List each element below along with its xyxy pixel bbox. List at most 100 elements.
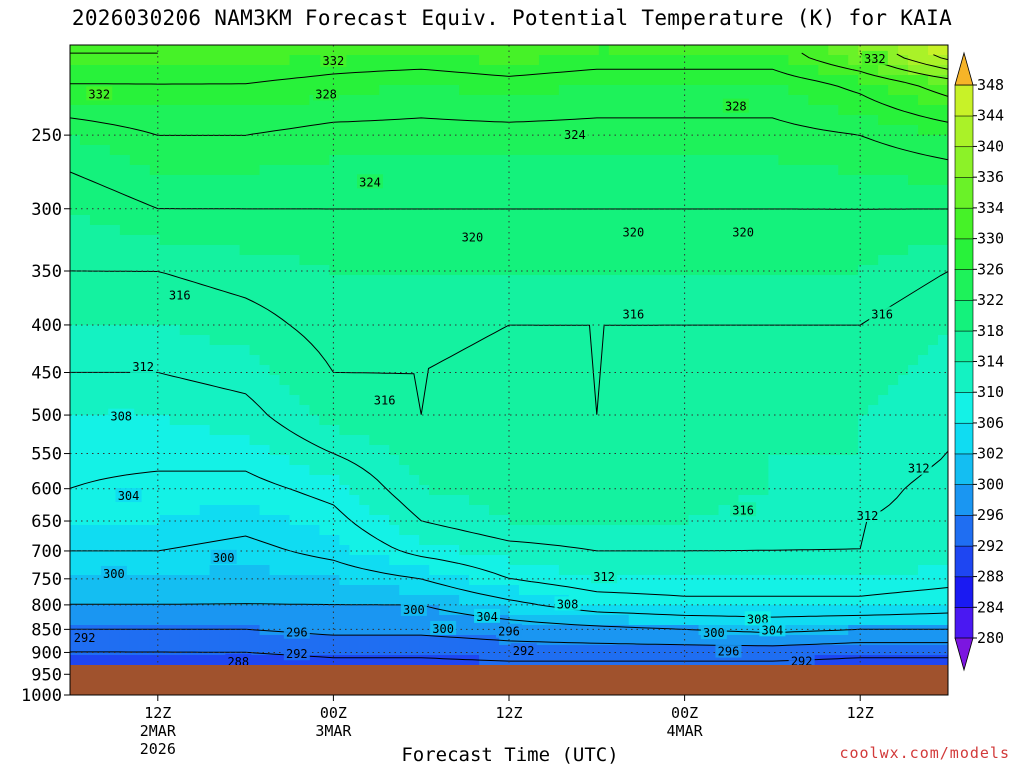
- field-cell: [628, 455, 640, 466]
- field-cell: [209, 175, 221, 186]
- field-cell: [878, 345, 889, 356]
- field-cell: [548, 375, 560, 386]
- field-cell: [329, 405, 340, 416]
- field-cell: [119, 455, 131, 466]
- field-cell: [479, 215, 490, 226]
- field-cell: [558, 555, 570, 566]
- field-cell: [758, 415, 770, 426]
- field-cell: [938, 415, 948, 426]
- field-cell: [738, 575, 750, 586]
- field-cell: [70, 175, 81, 186]
- field-cell: [808, 515, 819, 526]
- field-cell: [678, 125, 690, 136]
- field-cell: [139, 445, 151, 456]
- field-cell: [409, 415, 420, 426]
- field-cell: [728, 235, 740, 246]
- field-cell: [389, 145, 400, 156]
- field-cell: [738, 215, 750, 226]
- field-cell: [608, 45, 620, 56]
- field-cell: [808, 565, 819, 576]
- field-cell: [598, 495, 610, 506]
- field-cell: [329, 175, 340, 186]
- field-cell: [578, 245, 590, 256]
- field-cell: [149, 315, 161, 326]
- field-cell: [169, 455, 181, 466]
- field-cell: [449, 405, 460, 416]
- field-cell: [848, 425, 859, 436]
- field-cell: [449, 215, 460, 226]
- field-cell: [89, 465, 101, 476]
- field-cell: [429, 355, 440, 366]
- field-cell: [748, 135, 760, 146]
- field-cell: [319, 555, 331, 566]
- field-cell: [568, 465, 580, 476]
- field-cell: [658, 145, 670, 156]
- field-cell: [389, 495, 400, 506]
- field-cell: [878, 485, 889, 496]
- field-cell: [359, 455, 370, 466]
- field-cell: [429, 575, 440, 586]
- field-cell: [89, 115, 101, 126]
- field-cell: [598, 95, 610, 106]
- field-cell: [808, 345, 819, 356]
- field-cell: [359, 255, 370, 266]
- field-cell: [588, 195, 600, 206]
- field-cell: [169, 565, 181, 576]
- field-cell: [229, 125, 241, 136]
- field-cell: [399, 315, 410, 326]
- field-cell: [728, 475, 740, 486]
- field-cell: [648, 205, 660, 216]
- field-cell: [359, 325, 370, 336]
- field-cell: [189, 175, 201, 186]
- field-cell: [419, 445, 430, 456]
- field-cell: [70, 395, 81, 406]
- field-cell: [70, 405, 81, 416]
- field-cell: [788, 225, 799, 236]
- field-cell: [499, 425, 510, 436]
- field-cell: [509, 535, 520, 546]
- field-cell: [788, 265, 799, 276]
- field-cell: [898, 45, 909, 56]
- field-cell: [748, 155, 760, 166]
- field-cell: [918, 425, 929, 436]
- field-cell: [239, 535, 251, 546]
- field-cell: [518, 245, 530, 256]
- field-cell: [838, 145, 849, 156]
- field-cell: [439, 585, 450, 596]
- field-cell: [938, 385, 948, 396]
- field-cell: [598, 55, 610, 66]
- field-cell: [339, 385, 350, 396]
- field-cell: [249, 175, 261, 186]
- field-cell: [289, 185, 301, 196]
- field-cell: [768, 555, 779, 566]
- field-cell: [309, 455, 321, 466]
- field-cell: [249, 335, 261, 346]
- field-cell: [618, 75, 630, 86]
- field-cell: [479, 245, 490, 256]
- field-cell: [918, 295, 929, 306]
- field-cell: [459, 325, 470, 336]
- field-cell: [898, 115, 909, 126]
- field-cell: [828, 325, 839, 336]
- field-cell: [349, 355, 360, 366]
- field-cell: [768, 595, 779, 606]
- field-cell: [598, 45, 610, 56]
- field-cell: [928, 325, 939, 336]
- field-cell: [289, 95, 301, 106]
- field-cell: [758, 535, 770, 546]
- field-cell: [798, 195, 809, 206]
- field-cell: [858, 425, 869, 436]
- field-cell: [938, 595, 948, 606]
- field-cell: [279, 45, 291, 56]
- field-cell: [758, 265, 770, 276]
- field-cell: [109, 355, 121, 366]
- field-cell: [279, 585, 291, 596]
- field-cell: [429, 145, 440, 156]
- field-cell: [459, 55, 470, 66]
- field-cell: [239, 245, 251, 256]
- field-cell: [459, 155, 470, 166]
- field-cell: [618, 565, 630, 576]
- field-cell: [89, 155, 101, 166]
- field-cell: [648, 185, 660, 196]
- field-cell: [858, 155, 869, 166]
